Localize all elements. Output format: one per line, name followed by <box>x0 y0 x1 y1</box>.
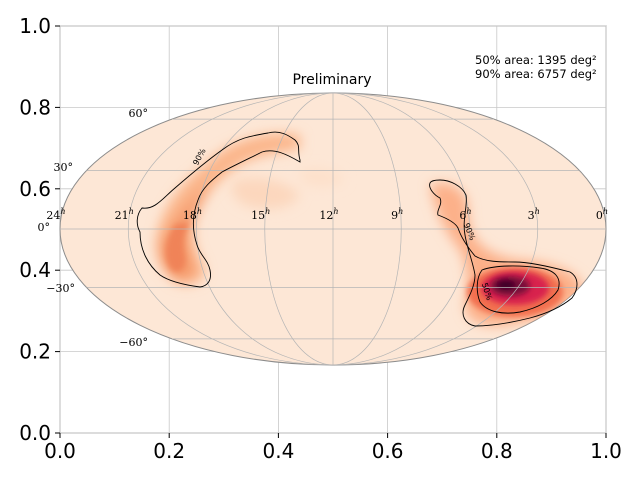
ra-label: 12h <box>319 207 338 222</box>
ra-label: 9h <box>391 207 403 222</box>
ra-label: 18h <box>183 207 202 222</box>
ra-label: 6h <box>459 207 471 222</box>
y-tick-label: 0.4 <box>19 258 51 282</box>
ra-label: 0h <box>596 207 608 222</box>
y-tick-label: 1.0 <box>19 14 51 38</box>
y-axis: 0.0 0.2 0.4 0.6 0.8 1.0 <box>19 14 60 445</box>
dec-label: 0° <box>38 221 51 234</box>
ra-label: 21h <box>115 207 134 222</box>
middle-faint-density <box>231 168 345 209</box>
y-tick-label: 0.2 <box>19 340 51 364</box>
y-tick-label: 0.0 <box>19 421 51 445</box>
dec-label: 60° <box>129 107 149 120</box>
ra-labels: 24h 21h 18h 15h 12h 9h 6h 3h 0h <box>46 207 608 222</box>
contour-50-right <box>476 265 560 314</box>
y-tick-label: 0.8 <box>19 95 51 119</box>
x-tick-label: 0.0 <box>44 439 76 463</box>
ra-label: 3h <box>528 207 540 222</box>
left-arc-core <box>165 222 190 272</box>
dec-label: −60° <box>119 336 148 349</box>
x-axis: 0.0 0.2 0.4 0.6 0.8 1.0 <box>44 433 622 463</box>
dec-label: 30° <box>54 161 74 174</box>
dec-labels: 60° 30° 0° −30° −60° <box>38 107 149 349</box>
x-tick-label: 0.8 <box>481 439 513 463</box>
x-tick-label: 0.4 <box>262 439 294 463</box>
x-tick-label: 0.2 <box>153 439 185 463</box>
probability-heatmap <box>155 133 583 326</box>
sky-graticule <box>60 93 606 365</box>
area-90-text: 90% area: 6757 deg² <box>475 67 597 81</box>
x-tick-label: 0.6 <box>372 439 404 463</box>
x-tick-label: 1.0 <box>590 439 622 463</box>
contour-90-left <box>136 131 301 288</box>
contour-90-right <box>429 179 578 327</box>
area-50-text: 50% area: 1395 deg² <box>475 53 597 67</box>
y-tick-label: 0.6 <box>19 177 51 201</box>
right-region-peak <box>490 276 530 296</box>
ra-label: 24h <box>46 207 65 222</box>
dec-label: −30° <box>46 282 75 295</box>
ra-label: 15h <box>251 207 270 222</box>
plot-title: Preliminary <box>292 72 371 88</box>
